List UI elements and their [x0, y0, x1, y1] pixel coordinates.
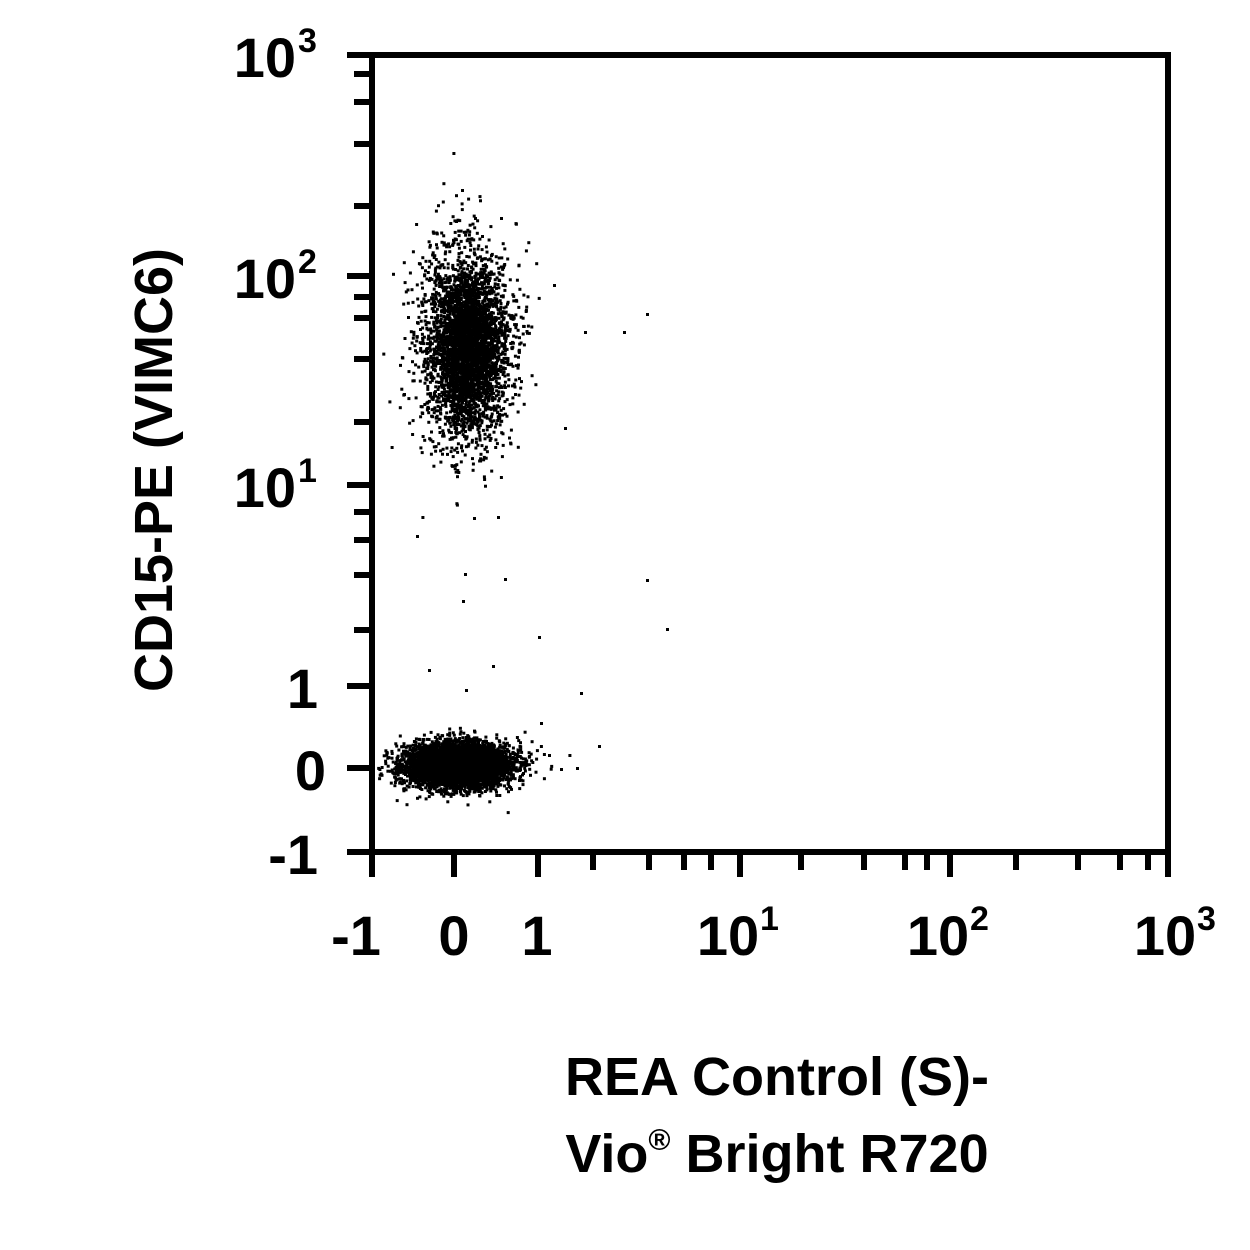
x-tick-label-0: 0 [438, 904, 469, 967]
y-axis-title: CD15-PE (VIMC6) [124, 248, 184, 692]
y-tick-label-1: 1 [287, 657, 318, 720]
plot-frame [369, 52, 1171, 855]
x-axis-ticks [369, 852, 1171, 877]
x-tick-exp-1e2: 2 [970, 900, 989, 938]
y-tick-exp-1e1: 1 [298, 452, 317, 490]
x-tick-label-neg1: -1 [331, 904, 381, 967]
y-tick-label-neg1: -1 [268, 823, 318, 886]
x-tick-label-1e1: 10 [697, 904, 759, 967]
x-tick-label-1: 1 [521, 904, 552, 967]
y-tick-label-1e3: 10 [234, 26, 296, 89]
data-points [377, 152, 669, 815]
y-tick-label-1e1: 10 [234, 456, 296, 519]
y-axis-tick-labels: 10 3 10 2 10 1 1 0 -1 [234, 22, 326, 886]
x-axis-tick-labels: -1 0 1 10 1 10 2 10 3 [331, 900, 1216, 967]
y-axis-ticks [347, 52, 372, 855]
x-axis-title-line2: Vio® Bright R720 [565, 1124, 988, 1184]
x-tick-exp-1e1: 1 [760, 900, 779, 938]
x-tick-exp-1e3: 3 [1197, 900, 1216, 938]
x-axis-title-line1: REA Control (S)- [565, 1047, 989, 1107]
x-tick-label-1e2: 10 [907, 904, 969, 967]
y-tick-exp-1e2: 2 [298, 243, 317, 281]
x-tick-label-1e3: 10 [1134, 904, 1196, 967]
y-tick-label-0: 0 [295, 739, 326, 802]
y-tick-exp-1e3: 3 [298, 22, 317, 60]
y-tick-label-1e2: 10 [234, 247, 296, 310]
